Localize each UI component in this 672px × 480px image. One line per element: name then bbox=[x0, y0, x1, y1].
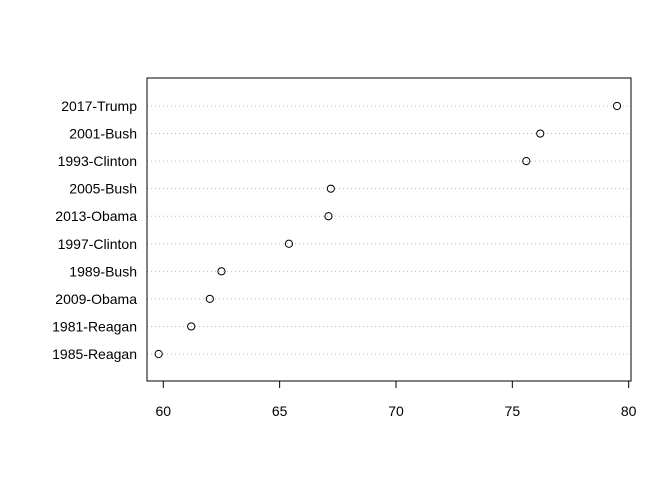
data-point bbox=[612, 101, 622, 111]
category-label: 2009-Obama bbox=[55, 291, 137, 307]
data-points bbox=[154, 101, 622, 359]
data-point bbox=[217, 267, 226, 276]
data-point bbox=[326, 184, 335, 193]
data-point bbox=[205, 294, 214, 303]
x-tick-label: 70 bbox=[388, 403, 404, 419]
data-point bbox=[536, 129, 545, 138]
data-point bbox=[324, 212, 333, 221]
x-tick-label: 75 bbox=[505, 403, 521, 419]
plot-frame bbox=[146, 77, 632, 382]
x-tick-label: 65 bbox=[272, 403, 288, 419]
category-label: 2001-Bush bbox=[69, 126, 137, 142]
grid-lines bbox=[147, 105, 631, 355]
x-tick-label: 80 bbox=[621, 403, 637, 419]
x-tick-label: 60 bbox=[155, 403, 171, 419]
data-point bbox=[522, 157, 531, 166]
category-label: 1981-Reagan bbox=[52, 318, 137, 334]
category-label: 1993-Clinton bbox=[58, 153, 137, 169]
category-labels: 1985-Reagan 1981-Reagan 2009-Obama 1989-Bus… bbox=[52, 98, 137, 362]
category-label: 2005-Bush bbox=[69, 181, 137, 197]
category-label: 2017-Trump bbox=[61, 98, 137, 114]
category-label: 1989-Bush bbox=[69, 263, 137, 279]
x-axis: 60 65 70 75 80 bbox=[155, 380, 637, 419]
data-point bbox=[154, 349, 163, 359]
category-label: 2013-Obama bbox=[55, 208, 137, 224]
data-point bbox=[284, 239, 294, 248]
category-label: 1985-Reagan bbox=[52, 346, 137, 362]
data-point bbox=[187, 322, 196, 331]
category-label: 1997-Clinton bbox=[58, 236, 137, 252]
